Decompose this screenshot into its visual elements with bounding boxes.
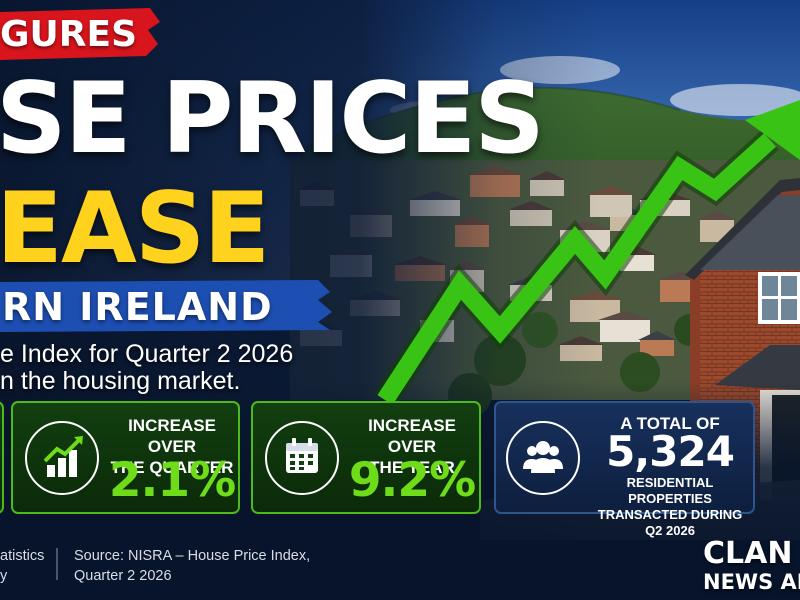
- footer-left-line: y: [0, 568, 8, 584]
- calendar-icon: [265, 421, 339, 495]
- stat-card-year: INCREASE OVER THE YEAR 9.2%: [251, 401, 481, 514]
- stat-label-line: TRANSACTED DURING Q2 2026: [597, 507, 743, 538]
- bar-chart-icon: [25, 421, 99, 495]
- stat-value: 2.1%: [108, 453, 236, 508]
- footer-left: atistics y: [0, 546, 44, 586]
- stat-label-line: THE YEAR: [369, 458, 455, 477]
- brand-logo-line-2: NEWS AN: [703, 570, 800, 594]
- kicker-label: GURES: [0, 14, 138, 55]
- brand-logo-line-1: CLAN: [703, 536, 793, 571]
- stat-card-transactions: A TOTAL OF 5,324 RESIDENTIAL PROPERTIES …: [494, 401, 755, 538]
- stat-label-line: RESIDENTIAL PROPERTIES: [626, 475, 714, 506]
- headline-line-2: EASE: [0, 172, 270, 286]
- stat-label-line: INCREASE OVER: [128, 416, 216, 456]
- subtitle-line-1: e Index for Quarter 2 2026: [0, 340, 294, 368]
- subtitle-line-2: n the housing market.: [0, 367, 241, 395]
- stat-value: 5,324: [606, 427, 735, 476]
- stat-label: INCREASE OVER THE YEAR: [347, 415, 477, 478]
- source-line: Quarter 2 2026: [74, 568, 172, 584]
- stat-label: RESIDENTIAL PROPERTIES TRANSACTED DURING…: [588, 475, 752, 539]
- stat-card-clipped: [0, 401, 4, 514]
- stat-label-line: INCREASE OVER: [368, 416, 456, 456]
- source-credit: Source: NISRA – House Price Index, Quart…: [74, 546, 310, 586]
- stat-label-line: THE QUARTER: [110, 458, 234, 477]
- headline-line-1: SE PRICES: [0, 62, 545, 176]
- stat-card-quarter: INCREASE OVER THE QUARTER 2.1%: [11, 401, 240, 514]
- stat-label: INCREASE OVER THE QUARTER: [107, 415, 237, 478]
- stat-label: A TOTAL OF: [620, 414, 720, 433]
- people-icon: [506, 421, 580, 495]
- source-line: Source: NISRA – House Price Index,: [74, 548, 311, 564]
- region-label: RN IRELAND: [2, 285, 273, 329]
- footer-left-line: atistics: [0, 548, 45, 564]
- stat-value: 9.2%: [348, 453, 476, 508]
